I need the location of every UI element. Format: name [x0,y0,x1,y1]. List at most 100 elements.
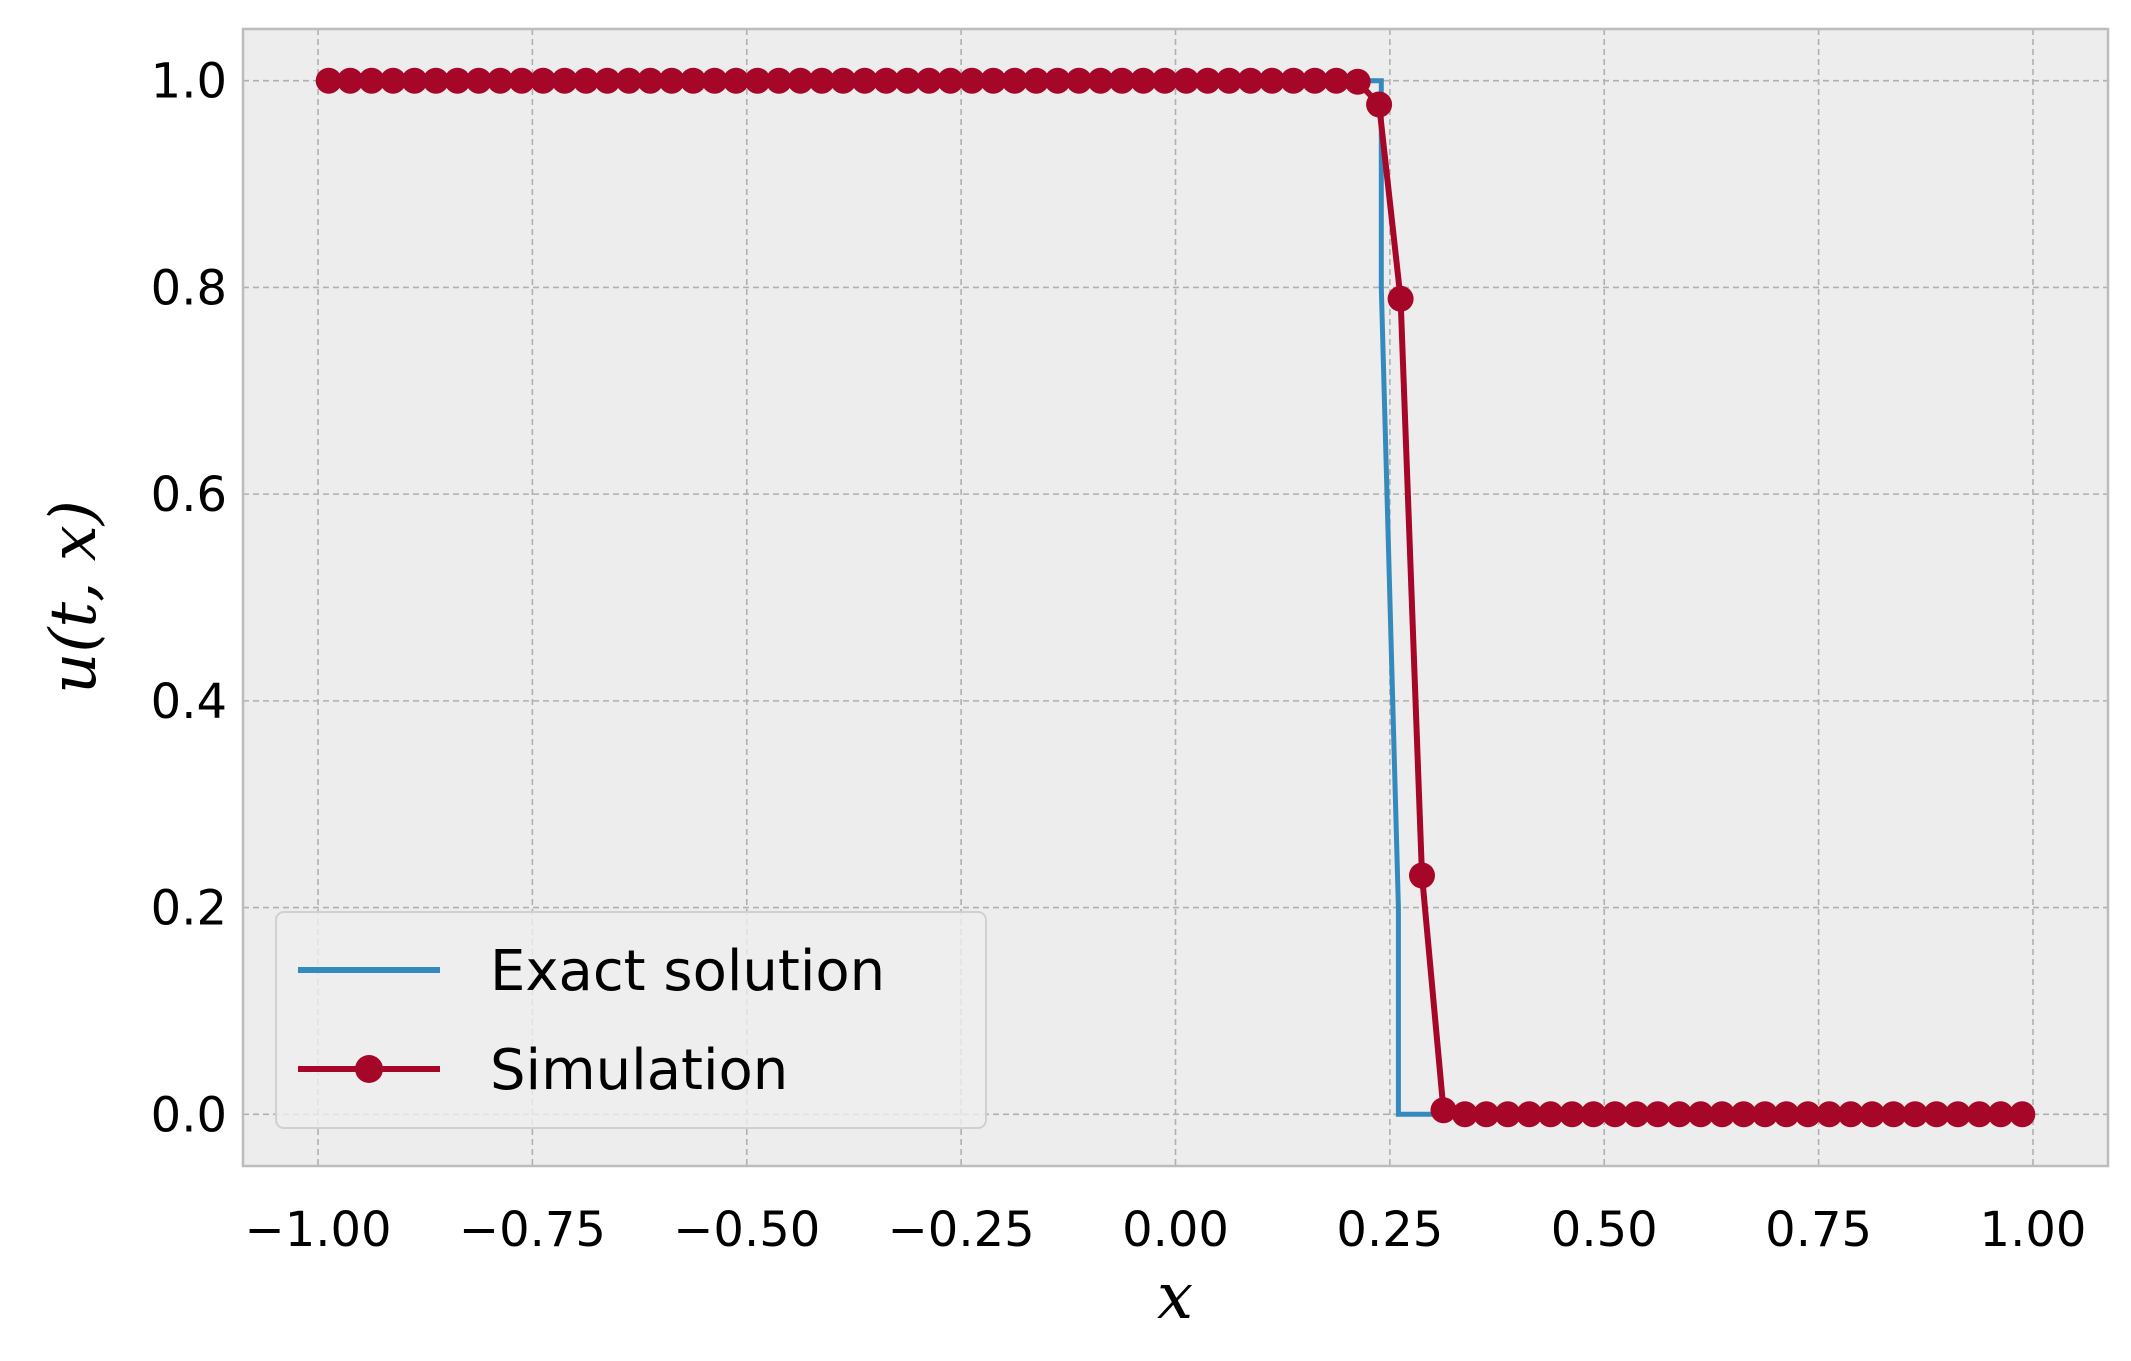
simulation-point [1516,1101,1543,1128]
simulation-point [1087,67,1114,94]
simulation-point [1344,68,1371,95]
simulation-point [1602,1101,1628,1128]
simulation-point [1623,1101,1650,1128]
y-tick-label: 0.0 [151,1087,227,1143]
y-tick-label: 1.0 [151,54,227,110]
simulation-point [487,67,514,94]
simulation-point [1430,1097,1457,1124]
x-tick-label: 0.50 [1551,1202,1658,1258]
y-tick-label: 0.4 [151,674,227,730]
simulation-point [594,67,621,94]
simulation-point [1537,1101,1564,1128]
x-tick-label: −0.50 [673,1202,820,1258]
y-tick-label: 0.2 [151,881,227,937]
simulation-point [1173,67,1200,94]
simulation-point [1301,67,1328,94]
simulation-point [1794,1101,1821,1128]
x-tick-labels: −1.00 −0.75 −0.50 −0.25 0.00 0.25 0.50 0.75 1.00 [244,1202,2086,1258]
y-tick-label: 0.8 [151,260,227,316]
simulation-point [1451,1101,1478,1128]
simulation-point [1687,1101,1714,1128]
simulation-point [530,67,557,94]
x-tick-label: −0.25 [888,1202,1035,1258]
simulation-point [1323,67,1350,94]
simulation-point [1409,862,1435,889]
x-tick-label: 1.00 [1980,1202,2087,1258]
simulation-point [1709,1101,1736,1128]
simulation-point [894,67,921,94]
simulation-point [1923,1101,1950,1128]
simulation-point [744,67,771,94]
simulation-point [1837,1101,1864,1128]
legend-simulation-marker [355,1055,383,1083]
simulation-point [1237,67,1264,94]
simulation-point [830,67,857,94]
simulation-point [1387,285,1414,312]
simulation-point [1044,67,1071,94]
simulation-point [1580,1101,1607,1128]
simulation-point [1880,1101,1907,1128]
simulation-point [723,67,749,94]
simulation-point [1666,1101,1693,1128]
simulation-point [1108,67,1135,94]
simulation-point [637,67,664,94]
simulation-point [1001,67,1028,94]
simulation-point [808,67,835,94]
simulation-point [444,67,471,94]
simulation-point [851,67,878,94]
simulation-point [1966,1101,1993,1128]
simulation-point [1280,67,1307,94]
y-tick-labels: 0.0 0.2 0.4 0.6 0.8 1.0 [151,54,227,1144]
simulation-point [1816,1101,1843,1128]
simulation-point [1130,67,1157,94]
simulation-point [465,67,492,94]
simulation-point [980,67,1007,94]
x-tick-label: −1.00 [244,1202,391,1258]
simulation-point [422,67,449,94]
x-tick-label: −0.75 [459,1202,606,1258]
x-tick-label: 0.00 [1122,1202,1229,1258]
simulation-point [765,67,792,94]
simulation-point [1987,1101,2014,1128]
simulation-point [1259,67,1285,94]
simulation-point [958,67,985,94]
legend-exact-label: Exact solution [490,939,885,1004]
simulation-point [1859,1101,1886,1128]
y-tick-label: 0.6 [151,467,227,523]
simulation-point [701,67,728,94]
simulation-point [2009,1101,2036,1128]
simulation-point [1194,67,1221,94]
simulation-point [337,67,364,94]
simulation-point [315,67,342,94]
simulation-point [1559,1101,1586,1128]
x-axis-label: x [1157,1260,1193,1334]
legend-simulation-label: Simulation [490,1038,788,1103]
simulation-point [787,67,814,94]
simulation-point [551,67,578,94]
simulation-point [1730,1101,1757,1128]
simulation-point [1216,67,1243,94]
simulation-point [1066,67,1092,94]
simulation-point [916,67,942,94]
simulation-point [380,67,407,94]
legend-box [275,911,987,1129]
simulation-point [401,67,428,94]
simulation-point [573,67,599,94]
simulation-point [1644,1101,1671,1128]
simulation-point [1902,1101,1929,1128]
simulation-point [873,67,900,94]
simulation-point [1151,67,1178,94]
simulation-point [658,67,685,94]
simulation-point [1752,1101,1778,1128]
simulation-point [1023,67,1050,94]
legend: Exact solution Simulation [275,911,987,1129]
simulation-point [1944,1101,1971,1128]
y-axis-label: u(t, x) [37,500,111,694]
simulation-point [1494,1101,1521,1128]
simulation-point [358,67,385,94]
series-simulation [315,67,2036,1128]
simulation-point [1773,1101,1800,1128]
x-tick-label: 0.25 [1336,1202,1443,1258]
simulation-point [680,67,707,94]
